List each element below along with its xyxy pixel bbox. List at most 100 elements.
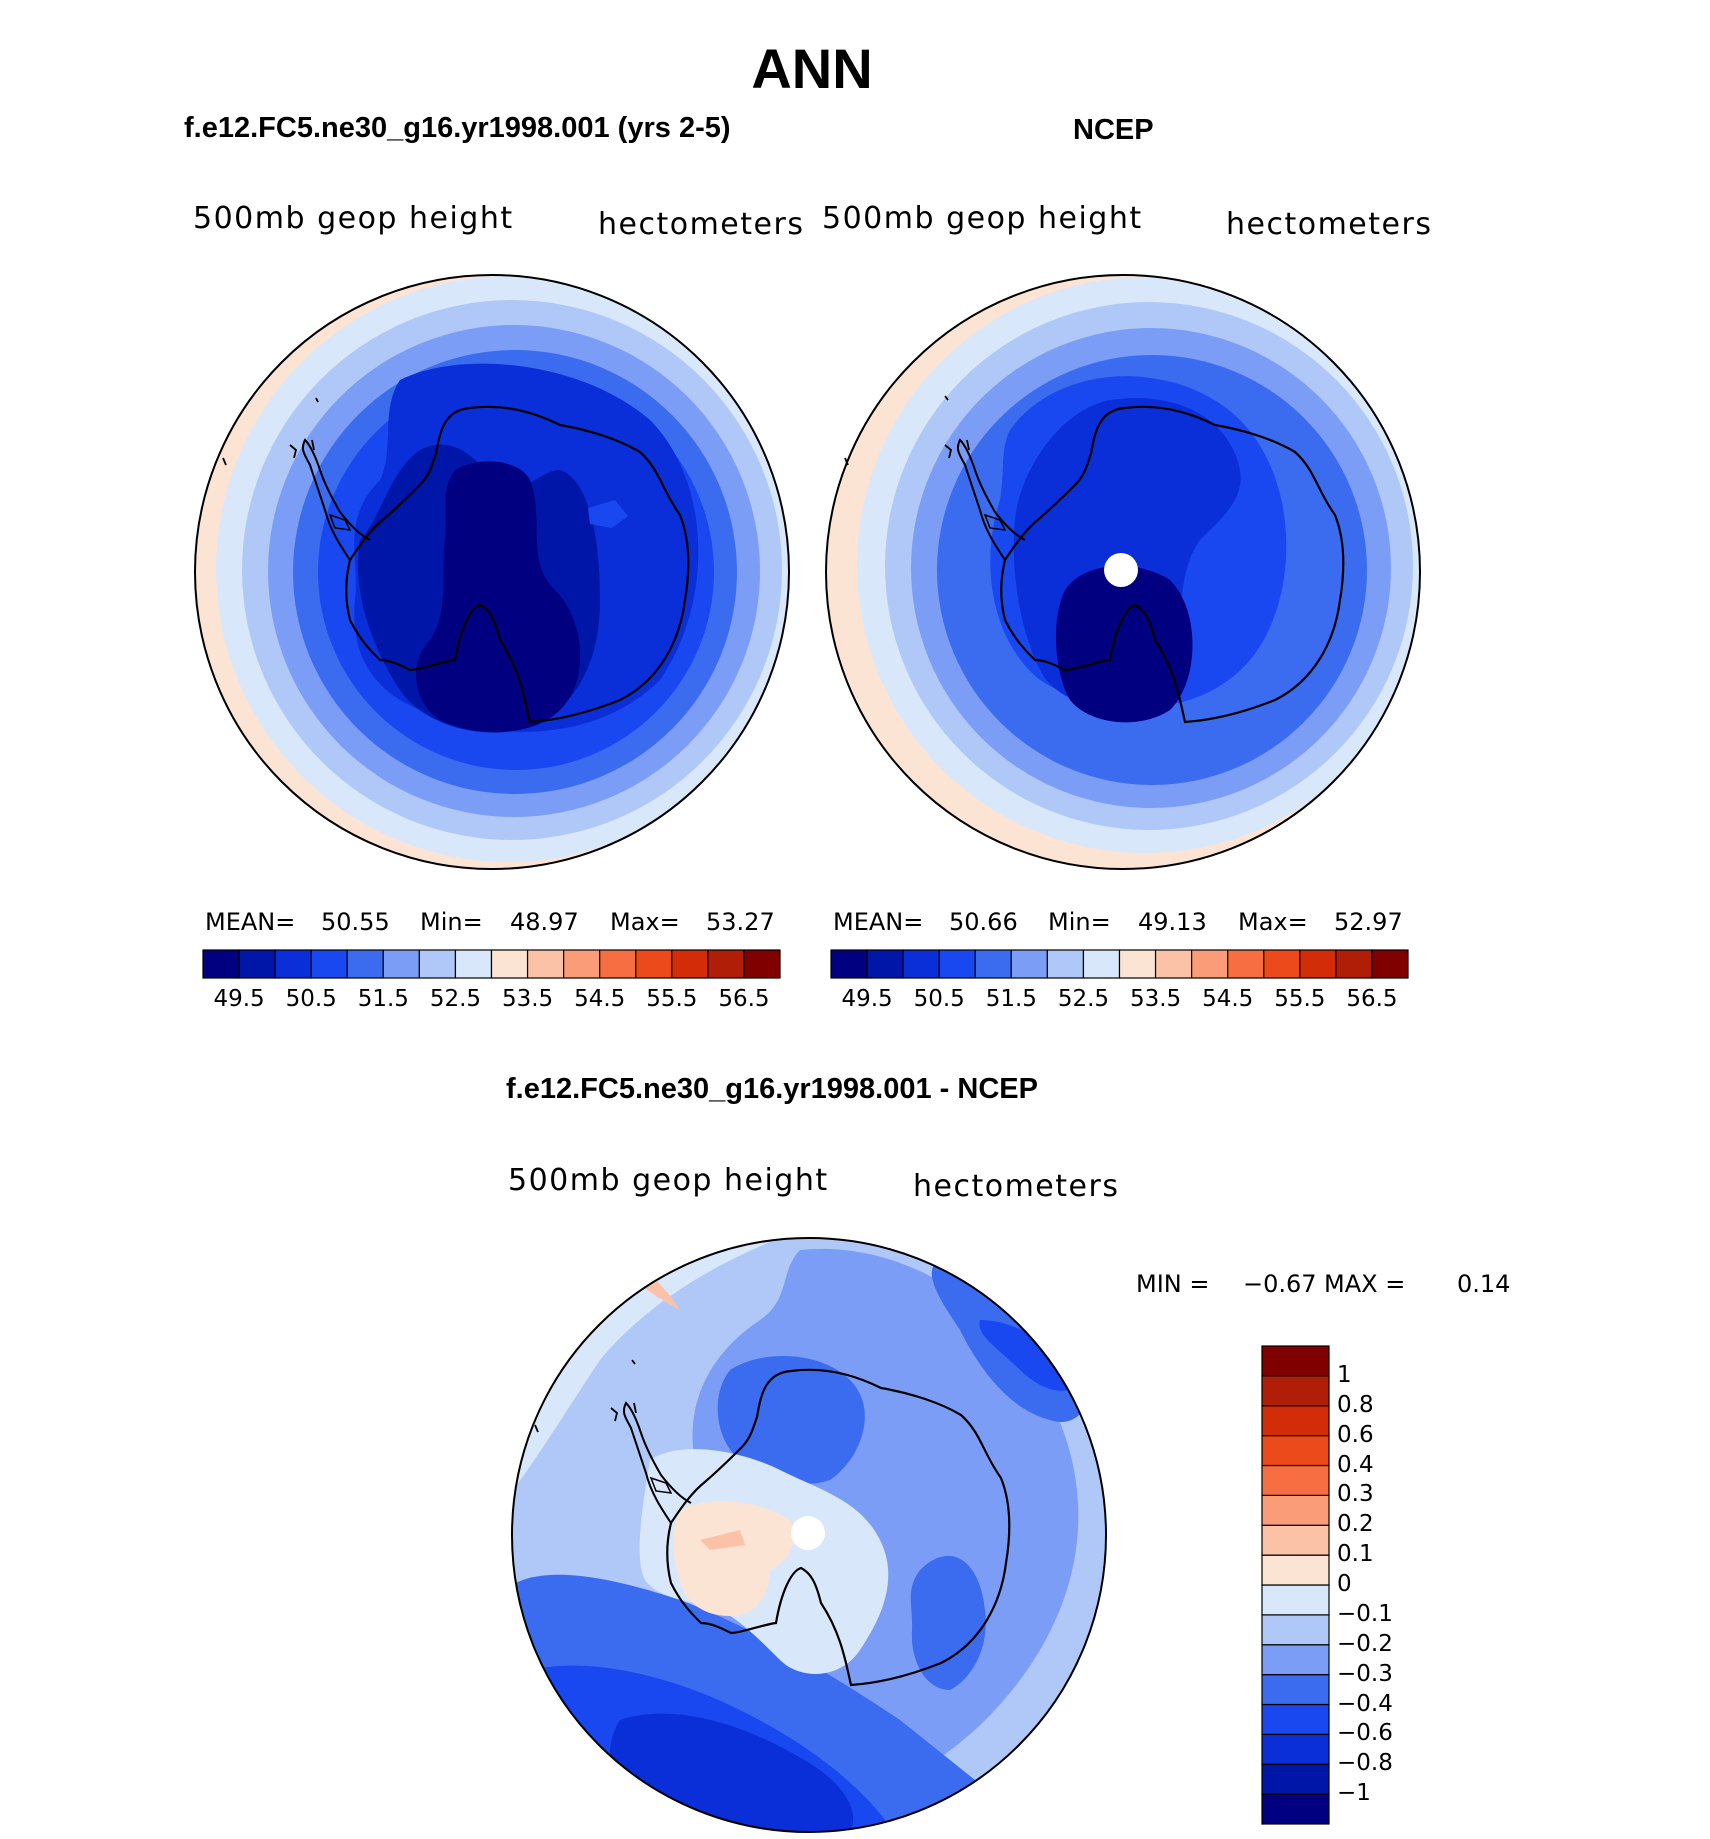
colorbar1-swatch: [707, 949, 745, 979]
panel2-units-label: hectometers: [1226, 207, 1433, 242]
panel1-min-value: 48.97: [510, 908, 579, 936]
panel3-min-label: MIN =: [1136, 1270, 1210, 1298]
panel2-mean-label: MEAN=: [833, 908, 924, 936]
colorbar1-swatch: [743, 949, 781, 979]
colorbar-difference: [1261, 1345, 1330, 1825]
panel2-max-value: 52.97: [1334, 908, 1403, 936]
colorbar3-tick-label: 0: [1337, 1571, 1352, 1597]
panel1-mean-value: 50.55: [321, 908, 390, 936]
colorbar3-swatch: [1261, 1584, 1330, 1616]
colorbar1-swatch: [202, 949, 240, 979]
colorbar3-tick-label: 1: [1337, 1361, 1352, 1388]
colorbar3-swatch: [1261, 1494, 1330, 1526]
colorbar2-swatch: [1154, 949, 1193, 979]
colorbar2-swatch: [1118, 949, 1157, 979]
colorbar1-swatch: [310, 949, 348, 979]
colorbar1-swatch: [418, 949, 457, 979]
colorbar3-swatch: [1261, 1375, 1330, 1407]
colorbar3-swatch: [1261, 1524, 1330, 1556]
colorbar2-tick-label: 52.5: [1057, 986, 1110, 1012]
pole-missing-data-marker: [1104, 553, 1138, 587]
colorbar1-swatch: [599, 949, 637, 979]
polar-map-model: [194, 274, 790, 870]
colorbar3-swatch: [1261, 1464, 1330, 1496]
colorbar3-swatch: [1261, 1674, 1330, 1706]
colorbar2-tick-label: 50.5: [913, 986, 965, 1012]
colorbar2-tick-label: 49.5: [841, 986, 893, 1012]
colorbar3-tick-label: 0.3: [1337, 1481, 1374, 1508]
colorbar1-swatch: [671, 949, 709, 979]
colorbar2-tick-label: 55.5: [1274, 986, 1326, 1012]
colorbar3-tick-label: −0.3: [1337, 1660, 1393, 1687]
colorbar2-tick-label: 54.5: [1202, 986, 1254, 1012]
panel3-min-value: −0.67: [1243, 1270, 1317, 1298]
colorbar3-tick-label: 0.8: [1337, 1391, 1374, 1418]
colorbar2-swatch: [1335, 949, 1373, 979]
colorbar3-swatch: [1261, 1554, 1330, 1586]
colorbar1-swatch: [346, 949, 384, 979]
colorbar2-swatch: [938, 949, 976, 979]
panel2-max-label: Max=: [1238, 908, 1308, 936]
colorbar2-swatch: [902, 949, 940, 979]
colorbar2-swatch: [1010, 949, 1048, 979]
panel3-units-label: hectometers: [913, 1169, 1120, 1204]
panel2-mean-value: 50.66: [949, 908, 1018, 936]
colorbar3-tick-label: 0.1: [1337, 1541, 1374, 1568]
panel3-title: f.e12.FC5.ne30_g16.yr1998.001 - NCEP: [506, 1073, 1038, 1105]
colorbar3-swatch: [1261, 1763, 1330, 1795]
colorbar3-tick-label: −0.8: [1337, 1750, 1393, 1777]
colorbar2-swatch: [1299, 949, 1337, 979]
panel1-min-label: Min=: [420, 908, 483, 936]
panel1-variable-label: 500mb geop height: [193, 201, 514, 236]
colorbar1-tick-label: 54.5: [574, 986, 626, 1012]
colorbar2-swatch: [830, 949, 868, 979]
colorbar1-tick-label: 55.5: [646, 986, 698, 1012]
colorbar-model: [202, 949, 781, 979]
panel1-max-value: 53.27: [706, 908, 775, 936]
colorbar3-swatch: [1261, 1345, 1330, 1377]
colorbar2-swatch: [1191, 949, 1229, 979]
colorbar1-swatch: [526, 949, 565, 979]
colorbar1-swatch: [274, 949, 312, 979]
panel2-min-value: 49.13: [1138, 908, 1207, 936]
panel3-max-value: 0.14: [1457, 1270, 1511, 1298]
colorbar1-tick-label: 51.5: [357, 986, 409, 1012]
panel2-title: NCEP: [1073, 114, 1154, 146]
colorbar3-swatch: [1261, 1644, 1330, 1676]
polar-map-ncep: [825, 274, 1421, 870]
colorbar-ncep: [830, 949, 1409, 979]
colorbar3-swatch: [1261, 1614, 1330, 1646]
colorbar3-swatch: [1261, 1703, 1330, 1735]
colorbar2-swatch: [1227, 949, 1265, 979]
colorbar1-swatch: [454, 949, 493, 979]
colorbar1-swatch: [490, 949, 529, 979]
colorbar2-tick-label: 56.5: [1346, 986, 1398, 1012]
panel1-max-label: Max=: [610, 908, 680, 936]
colorbar1-swatch: [382, 949, 420, 979]
panel3-variable-label: 500mb geop height: [508, 1163, 829, 1198]
colorbar2-swatch: [1082, 949, 1121, 979]
colorbar1-swatch: [563, 949, 601, 979]
colorbar3-tick-label: −0.4: [1337, 1690, 1393, 1717]
colorbar2-swatch: [866, 949, 904, 979]
colorbar2-swatch: [974, 949, 1012, 979]
panel1-mean-label: MEAN=: [205, 908, 296, 936]
colorbar3-swatch: [1261, 1405, 1330, 1437]
colorbar3-tick-label: 0.6: [1337, 1421, 1374, 1448]
polar-map-difference: [511, 1237, 1107, 1833]
colorbar3-tick-label: −1: [1337, 1780, 1371, 1807]
colorbar2-swatch: [1263, 949, 1301, 979]
colorbar3-tick-label: −0.2: [1337, 1630, 1393, 1657]
colorbar3-tick-label: 0.4: [1337, 1451, 1374, 1478]
colorbar1-tick-label: 53.5: [501, 986, 554, 1012]
colorbar3-swatch: [1261, 1733, 1330, 1765]
panel2-min-label: Min=: [1048, 908, 1111, 936]
colorbar3-tick-label: −0.1: [1337, 1600, 1393, 1627]
colorbar2-tick-label: 51.5: [985, 986, 1037, 1012]
colorbar1-swatch: [635, 949, 673, 979]
colorbar1-tick-label: 50.5: [285, 986, 337, 1012]
colorbar2-swatch: [1371, 949, 1409, 979]
panel3-max-label: MAX =: [1324, 1270, 1406, 1298]
colorbar1-tick-label: 52.5: [429, 986, 482, 1012]
